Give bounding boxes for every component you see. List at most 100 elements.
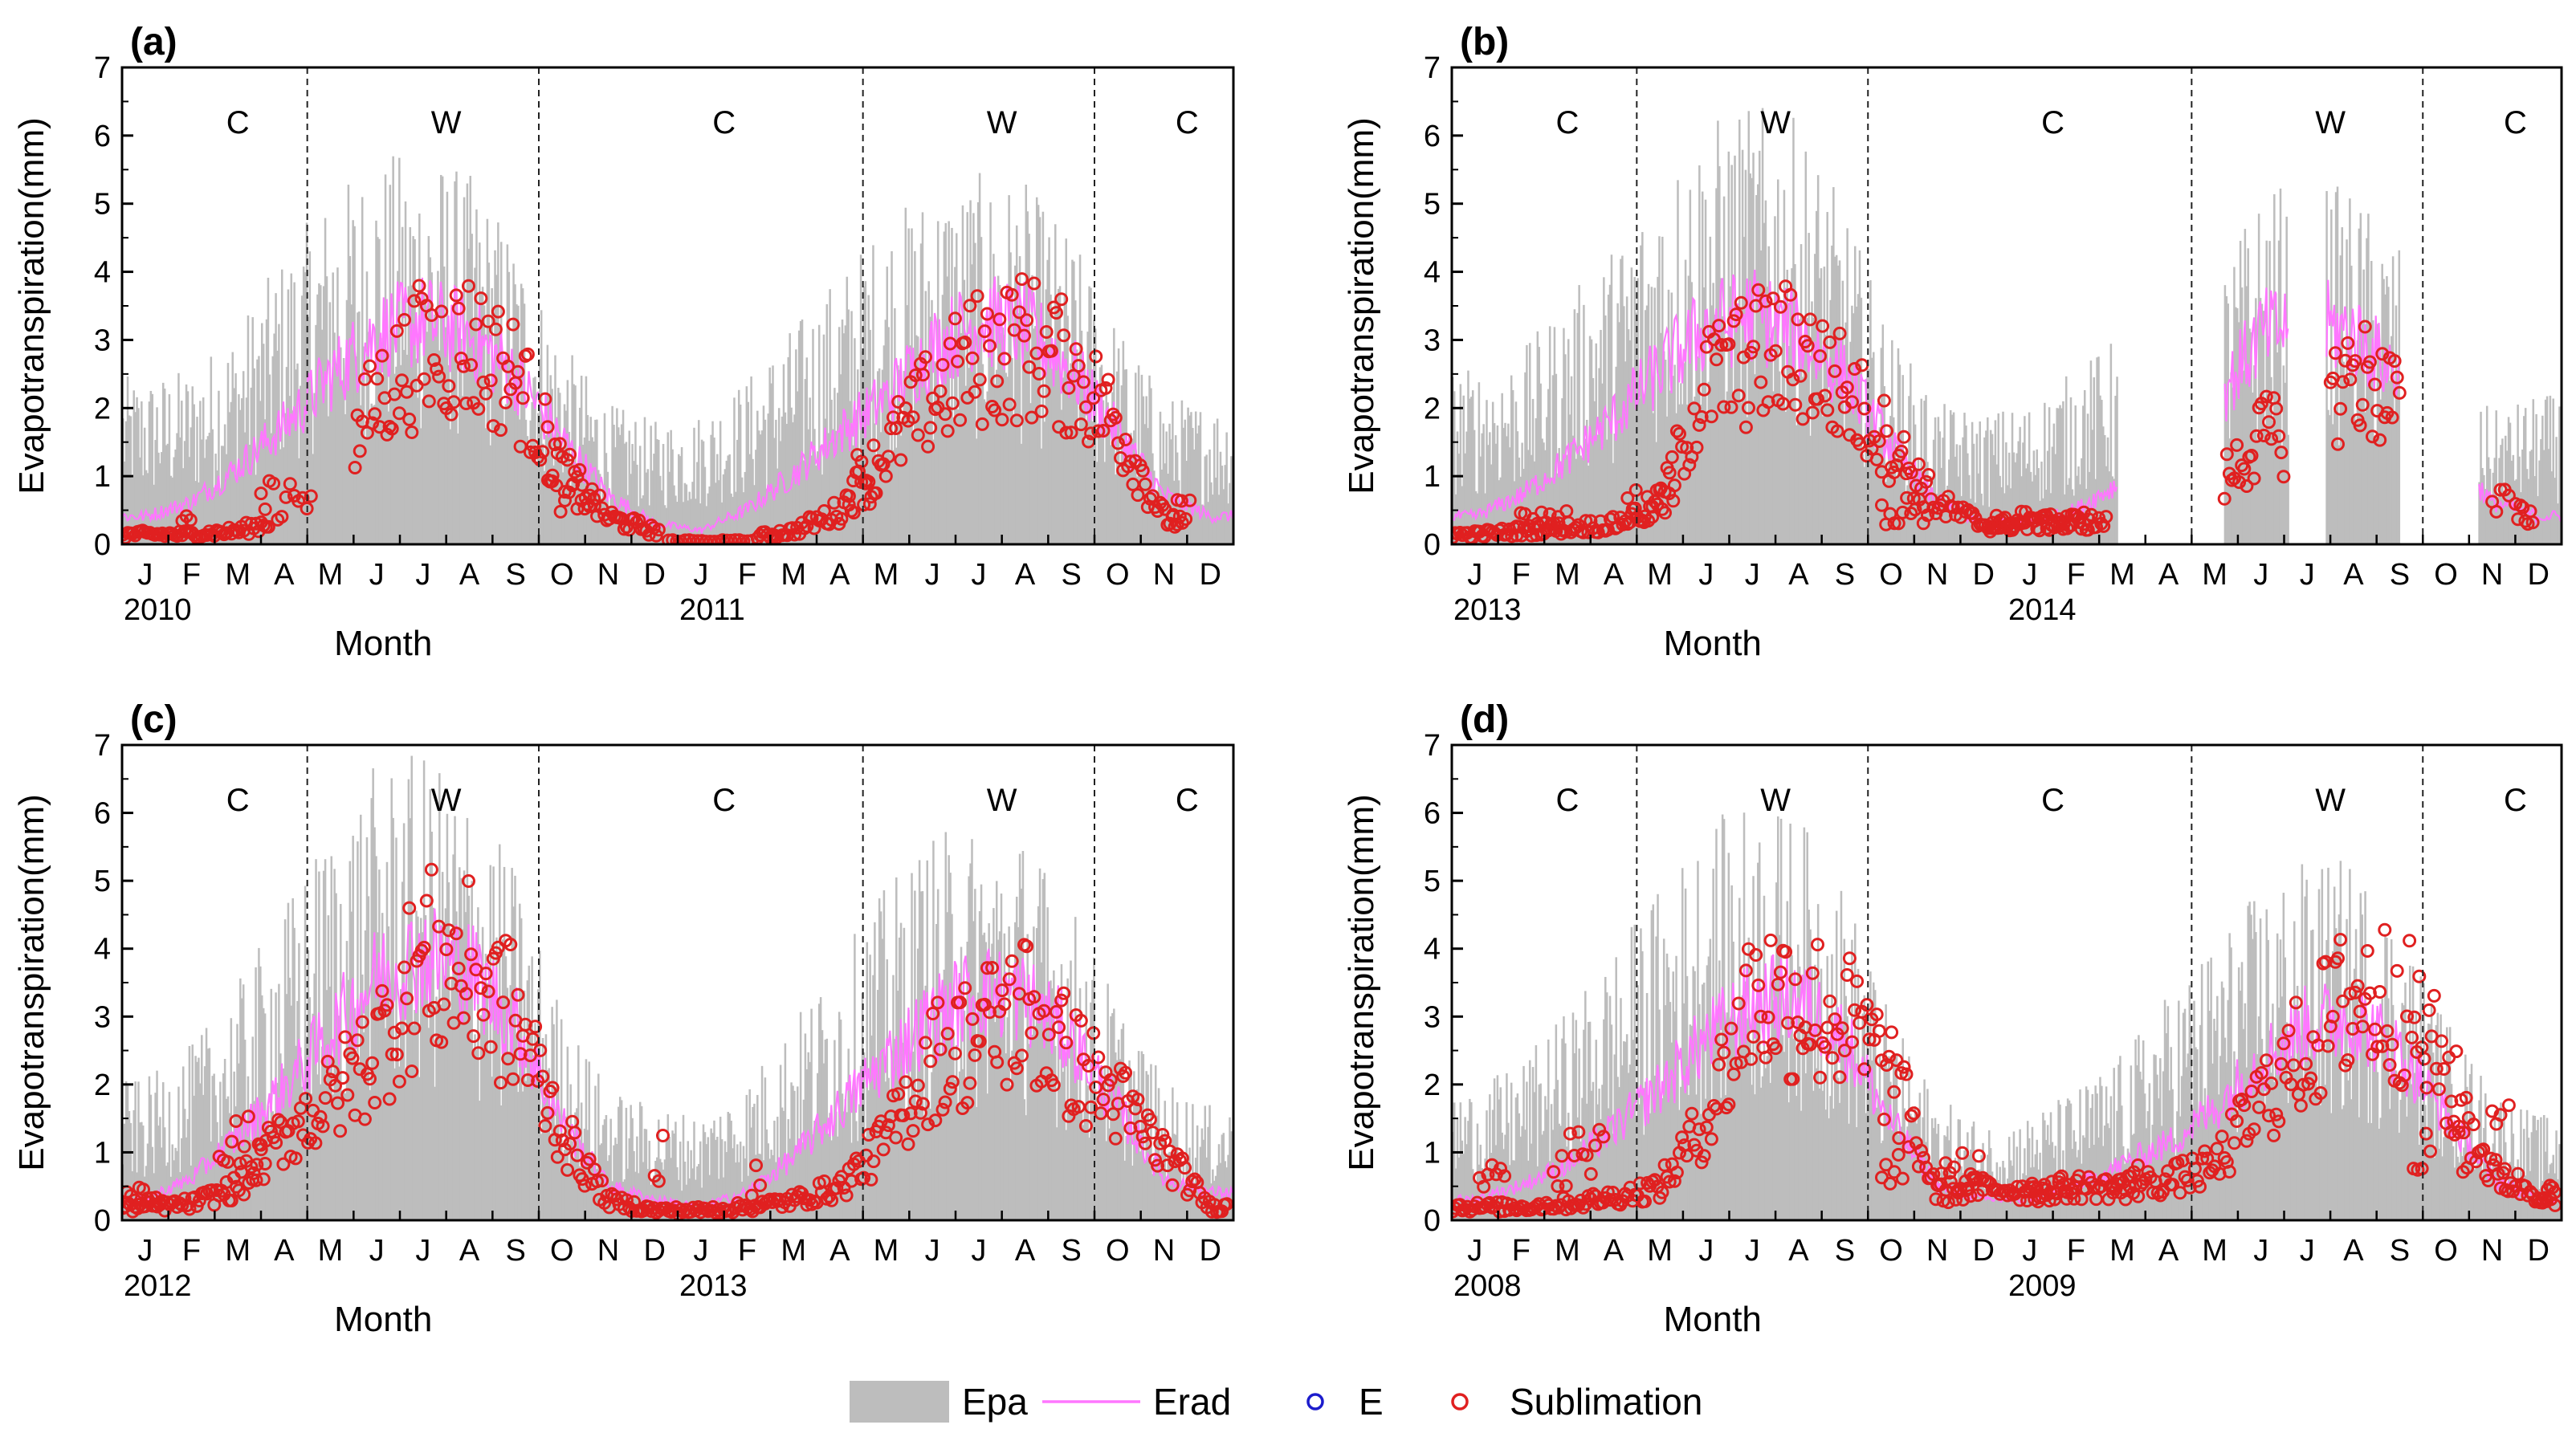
epa-bar [1878,1054,1881,1220]
e-point [1697,1149,1711,1163]
e-point [1860,998,1874,1012]
epa-bar [799,1012,802,1220]
epa-bar [636,1136,638,1220]
epa-bar [844,325,847,544]
e-point [1911,457,1926,471]
epa-bar [1103,462,1107,544]
epa-bar [1085,981,1087,1220]
epa-bar [2211,1063,2214,1220]
e-point [1490,1195,1504,1210]
epa-bar [2296,986,2299,1220]
e-point [1041,1028,1056,1042]
sublimation-point [1967,1173,1982,1187]
e-point [2407,1010,2422,1024]
epa-bar [782,1110,785,1220]
epa-bar [1078,987,1082,1220]
epa-bar [1893,432,1897,544]
e-point [1773,965,1787,979]
epa-series [1452,108,2562,544]
epa-bar [1818,278,1821,544]
epa-bar [283,919,287,1220]
e-point [2516,500,2530,515]
epa-bar [2399,1099,2402,1220]
sublimation-point [732,533,747,544]
epa-bar [744,1158,747,1220]
e-point [2333,933,2348,946]
e-point [1689,440,1704,454]
epa-bar [1715,828,1718,1220]
epa-bar [1003,335,1006,544]
epa-bar [1001,1031,1005,1220]
epa-bar [1524,1130,1526,1220]
epa-bar [560,1019,563,1220]
epa-bar [1150,388,1152,544]
sublimation-point [283,477,297,491]
epa-bar [705,1144,708,1220]
epa-bar [708,1174,711,1220]
epa-bar [1598,368,1600,544]
epa-bar [1987,417,1989,544]
epa-bar [406,990,409,1220]
epa-bar [1917,1109,1920,1220]
epa-bar [497,222,499,544]
epa-bar [290,273,293,544]
epa-bar [2044,1120,2046,1220]
epa-bar [1025,1115,1028,1220]
epa-bar [2248,902,2251,1220]
epa-bar [809,397,811,544]
epa-bar [859,254,862,544]
epa-bar [711,1133,714,1220]
epa-bar [529,420,532,544]
epa-bar [1516,1093,1519,1220]
epa-bar [881,938,884,1220]
epa-bar [620,1100,623,1220]
epa-bar [2515,1187,2517,1220]
epa-bar [2461,1156,2464,1220]
epa-bar [777,1163,781,1220]
sublimation-point [1930,1178,1945,1192]
epa-bar [1610,1024,1613,1220]
epa-bar [1600,1119,1602,1220]
epa-bar [1519,1136,1522,1220]
epa-bar [1744,169,1747,544]
sublimation-point [258,502,272,516]
epa-bar [789,333,791,544]
epa-bar [390,336,393,544]
epa-bar [861,351,864,544]
epa-bar [1570,376,1573,544]
season-label: W [987,783,1017,818]
epa-bar [846,1112,849,1220]
epa-bar [1673,1012,1676,1220]
epa-bar [799,320,802,544]
e-point [1012,305,1026,320]
e-point [1805,405,1820,420]
epa-bar [683,482,687,544]
x-tick-label: S [2390,1234,2410,1268]
epa-bar [1563,1016,1565,1220]
epa-bar [2228,933,2231,1220]
epa-bar [1090,1002,1092,1220]
epa-bar [466,183,469,544]
epa-bar [2227,303,2229,544]
epa-bar [1863,466,1866,544]
x-tick-label: D [1199,558,1221,592]
epa-bar [463,870,466,1220]
epa-bar [1571,1012,1575,1220]
e-point [1747,1029,1761,1044]
e-point [1751,283,1766,297]
year-label: 2014 [2008,593,2077,627]
legend-label-erad: Erad [1153,1381,1231,1423]
epa-bar [2485,405,2488,544]
epa-bar [663,1159,666,1220]
epa-bar [2260,1039,2264,1220]
x-tick-label: A [274,558,295,592]
sublimation-point [703,535,717,544]
epa-bar [506,987,509,1220]
erad-series [122,276,1233,536]
epa-bar [901,1042,904,1220]
epa-bar [653,1175,655,1220]
epa-bar [483,983,486,1220]
epa-bar [2019,1129,2021,1220]
season-label: C [226,783,250,818]
epa-bar [1055,304,1058,544]
